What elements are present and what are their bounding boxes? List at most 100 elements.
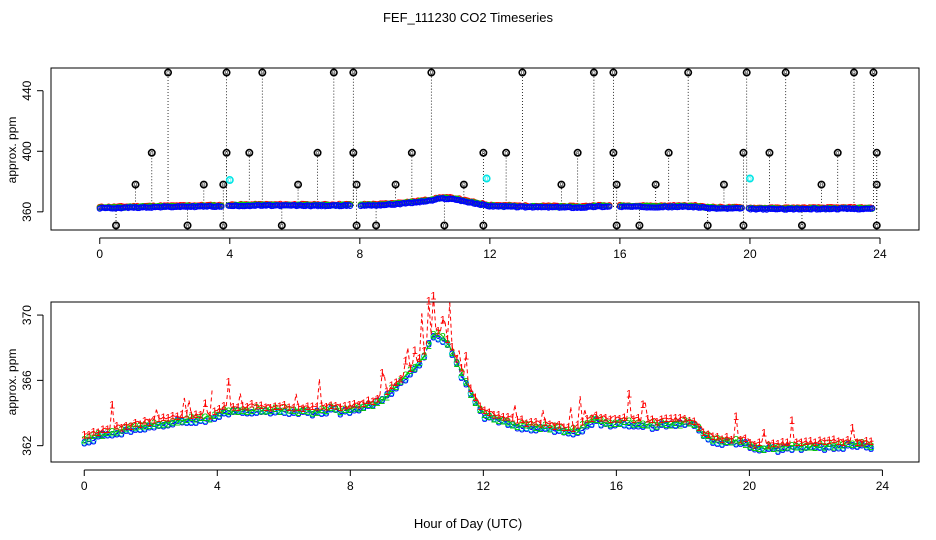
series-line-2 — [768, 444, 772, 449]
series-line-2 — [191, 416, 194, 418]
series-line-2 — [682, 420, 686, 423]
series-marker-2: 2 — [835, 439, 841, 451]
series-line-2 — [95, 433, 99, 437]
series-marker-2: 2 — [435, 328, 441, 340]
extreme-point-label: 0 — [800, 224, 804, 230]
series-marker-3: 3 — [547, 423, 553, 435]
series-marker-2: 2 — [86, 433, 92, 445]
series-marker-3: 3 — [477, 405, 483, 417]
series-marker-2: 2 — [752, 442, 758, 454]
series-line-1 — [163, 416, 167, 420]
x-tick-label: 0 — [96, 247, 103, 261]
extreme-point — [349, 148, 358, 157]
series-marker-2: 2 — [207, 414, 213, 426]
series-marker-2: 2 — [314, 407, 320, 419]
series-line-2 — [677, 421, 681, 425]
extreme-point — [219, 221, 228, 230]
series-marker-3: 3 — [198, 415, 204, 427]
series-line-1 — [202, 402, 206, 413]
series-line-2 — [738, 440, 742, 444]
series-marker-1: 1 — [635, 412, 641, 424]
series-3-circle — [467, 390, 474, 397]
series-marker-2: 2 — [142, 420, 148, 432]
extreme-point — [294, 180, 303, 189]
x-tick-label: 12 — [483, 247, 497, 261]
series-line-2 — [693, 423, 697, 427]
series-line-2 — [861, 442, 865, 447]
series-3-circle — [453, 359, 460, 366]
series-line-3 — [414, 365, 418, 370]
series-line-2 — [433, 333, 436, 335]
series-3-circle — [439, 338, 446, 345]
series-line-2 — [714, 438, 718, 441]
series-marker-2: 2 — [440, 331, 446, 343]
series-line-2 — [83, 436, 87, 440]
series-line-2 — [393, 385, 397, 390]
extreme-point — [479, 221, 488, 230]
series-line-2 — [817, 443, 821, 447]
series-line-2 — [703, 434, 707, 436]
series-marker-3: 3 — [598, 420, 604, 432]
series-line-1 — [200, 412, 204, 416]
extreme-point-label: 0 — [638, 224, 642, 230]
extreme-point-label: 0 — [742, 224, 746, 230]
series-line-2 — [281, 407, 285, 411]
baseline-point — [869, 205, 876, 212]
series-line-1 — [172, 414, 176, 417]
series-marker-2: 2 — [426, 340, 432, 352]
series-line-2 — [796, 444, 800, 447]
series-line-2 — [540, 424, 544, 429]
series-line-2 — [223, 408, 227, 411]
series-marker-2: 2 — [766, 440, 772, 452]
extreme-point — [225, 176, 234, 185]
series-marker-2: 2 — [794, 441, 800, 453]
series-marker-3: 3 — [686, 418, 692, 430]
extreme-point-label: 0 — [225, 151, 229, 157]
extreme-point — [518, 68, 527, 77]
series-line-2 — [758, 445, 763, 449]
series-line-2 — [172, 418, 176, 422]
y-tick-label: 362 — [20, 435, 34, 455]
series-line-3 — [798, 447, 802, 450]
series-marker-3: 3 — [575, 427, 581, 439]
extreme-point-label: 0 — [687, 71, 691, 77]
series-line-2 — [591, 418, 595, 421]
series-line-1 — [126, 424, 129, 426]
series-marker-2: 2 — [742, 439, 748, 451]
series-line-2 — [740, 440, 744, 444]
extreme-point-label: 0 — [875, 224, 879, 230]
series-line-2 — [772, 444, 777, 449]
series-marker-2: 2 — [137, 421, 143, 433]
extreme-point-label: 0 — [615, 183, 619, 189]
series-marker-3: 3 — [826, 441, 832, 453]
series-line-2 — [365, 403, 369, 407]
extreme-point-label: 0 — [202, 183, 206, 189]
series-marker-3: 3 — [589, 419, 595, 431]
series-marker-2: 2 — [808, 442, 814, 454]
series-marker-3: 3 — [789, 444, 795, 456]
series-marker-3: 3 — [500, 415, 506, 427]
series-marker-3: 3 — [803, 442, 809, 454]
series-line-3 — [465, 383, 469, 390]
series-line-2 — [679, 421, 683, 425]
extreme-point — [651, 180, 660, 189]
extreme-point-label: 0 — [150, 151, 154, 157]
series-marker-2: 2 — [393, 381, 399, 393]
series-3-circle — [653, 424, 661, 431]
extreme-point — [440, 221, 449, 230]
series-line-2 — [782, 445, 786, 448]
extreme-point — [742, 68, 751, 77]
series-line-2 — [200, 416, 204, 420]
series-marker-2: 2 — [817, 439, 823, 451]
series-marker-2: 2 — [803, 441, 809, 453]
series-marker-3: 3 — [756, 444, 762, 456]
series-line-2 — [391, 387, 395, 390]
series-marker-3: 3 — [277, 406, 283, 418]
series-line-1 — [105, 427, 108, 430]
series-marker-2: 2 — [286, 404, 292, 416]
series-line-2 — [765, 444, 770, 449]
series-3-circle — [206, 415, 214, 422]
series-line-2 — [824, 445, 828, 447]
x-tick-label: 20 — [743, 479, 757, 493]
series-marker-3: 3 — [449, 349, 455, 361]
